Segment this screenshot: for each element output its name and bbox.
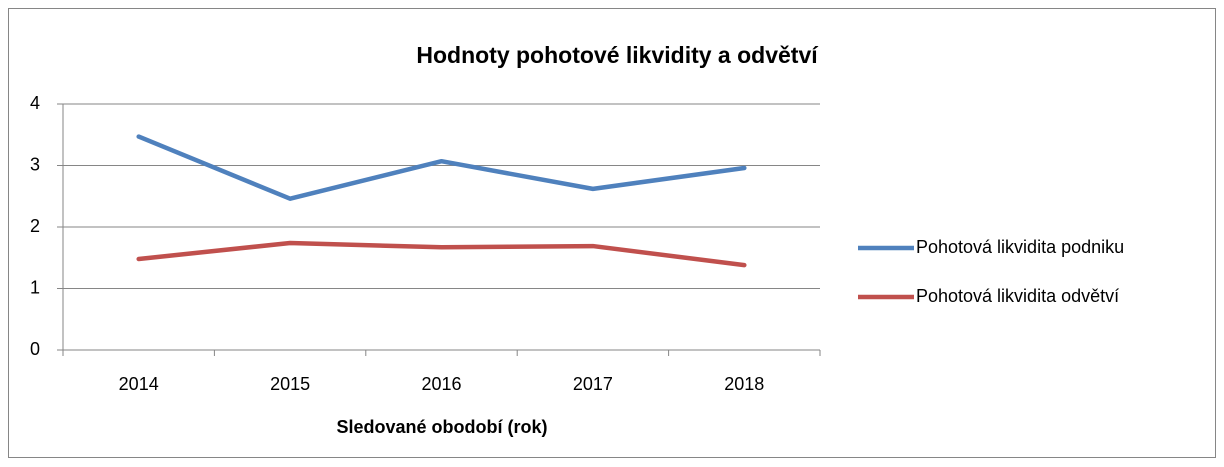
x-tick-label: 2018 — [724, 374, 764, 394]
x-axis-label: Sledované obodobí (rok) — [336, 417, 547, 437]
x-tick-label: 2016 — [421, 374, 461, 394]
legend-label: Pohotová likvidita odvětví — [916, 286, 1119, 306]
chart-title: Hodnoty pohotové likvidity a odvětví — [416, 42, 819, 68]
y-tick-label: 2 — [30, 216, 40, 236]
y-tick-label: 3 — [30, 154, 40, 174]
x-tick-label: 2015 — [270, 374, 310, 394]
legend-label: Pohotová likvidita podniku — [916, 237, 1124, 257]
y-tick-label: 1 — [30, 277, 40, 297]
y-tick-label: 4 — [30, 93, 40, 113]
line-series — [136, 134, 747, 201]
x-tick-label: 2017 — [573, 374, 613, 394]
line-series — [136, 240, 747, 268]
chart-border — [8, 8, 1216, 458]
y-tick-label: 0 — [30, 339, 40, 359]
x-tick-label: 2014 — [119, 374, 159, 394]
